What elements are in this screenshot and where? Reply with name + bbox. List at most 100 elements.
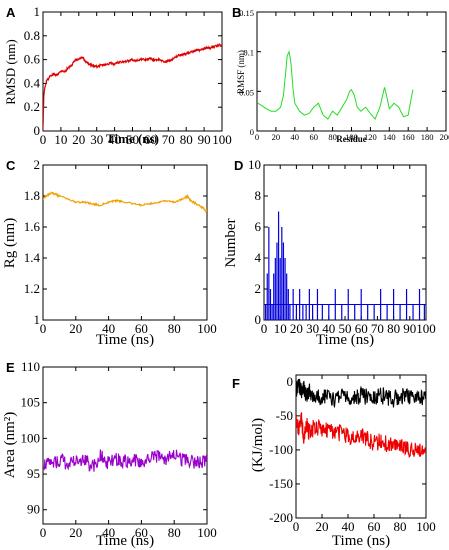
y-tick-label: 1.6 — [24, 219, 41, 234]
y-axis-title: RMSF (nm) — [236, 50, 246, 94]
y-axis-title: Area (nm²) — [2, 412, 18, 479]
x-tick-label: 80 — [328, 132, 337, 142]
x-tick-label: 100 — [416, 321, 436, 336]
panel-a: 0 10 20 30 40 50 60 70 80 90 100 0 0.2 0.4 0.6 0.8 1 Time… — [3, 4, 232, 147]
series-line-0 — [296, 378, 426, 409]
x-tick-label: 70 — [162, 132, 175, 147]
x-tick-label: 100 — [416, 519, 436, 534]
series-line-0 — [43, 191, 207, 214]
x-tick-label: 140 — [383, 132, 396, 142]
x-tick-label: 60 — [368, 519, 381, 534]
x-tick-label: 20 — [72, 132, 85, 147]
y-tick-label: 2 — [255, 281, 262, 296]
x-tick-label: 0 — [261, 321, 268, 336]
series-line-0 — [43, 43, 222, 131]
x-tick-label: 10 — [54, 132, 67, 147]
x-tick-label: 30 — [306, 321, 319, 336]
x-tick-label: 80 — [180, 132, 193, 147]
x-tick-label: 90 — [403, 321, 416, 336]
y-tick-label: 6 — [255, 219, 262, 234]
x-tick-label: 10 — [274, 321, 287, 336]
x-tick-label: 30 — [90, 132, 103, 147]
x-tick-label: 80 — [387, 321, 400, 336]
y-tick-label: 0 — [287, 374, 294, 389]
x-tick-label: 100 — [197, 321, 217, 336]
x-tick-label: 0 — [40, 321, 47, 336]
x-tick-label: 40 — [102, 321, 115, 336]
y-axis-title: RMSD (nm) — [3, 39, 18, 104]
y-tick-label: -50 — [276, 408, 293, 423]
y-tick-label: 0.2 — [24, 99, 40, 114]
x-tick-label: 100 — [212, 132, 232, 147]
x-axis-title: Residue — [336, 134, 367, 144]
y-tick-label: 0.4 — [24, 75, 41, 90]
x-tick-label: 100 — [197, 525, 217, 540]
y-tick-label: 1 — [34, 4, 41, 19]
x-tick-label: 80 — [394, 519, 407, 534]
y-tick-label: -150 — [269, 476, 293, 491]
y-tick-label: 0.1 — [243, 48, 254, 58]
y-tick-label: 0 — [34, 123, 41, 138]
y-tick-label: 95 — [27, 466, 40, 481]
series-line-0 — [257, 50, 414, 121]
x-tick-label: 80 — [168, 321, 181, 336]
plot-frame — [42, 366, 208, 525]
x-tick-label: 20 — [272, 132, 281, 142]
y-tick-label: 4 — [255, 250, 262, 265]
plot-frame — [295, 374, 427, 519]
x-tick-label: 90 — [198, 132, 211, 147]
x-tick-label: 40 — [108, 132, 121, 147]
plot-frame — [42, 164, 208, 321]
y-tick-label: -200 — [269, 510, 293, 525]
y-tick-label: 10 — [248, 157, 261, 172]
panel-label: D — [234, 158, 243, 173]
x-tick-label: 0 — [293, 519, 300, 534]
y-tick-label: 0 — [250, 127, 254, 137]
x-tick-label: 60 — [135, 321, 148, 336]
x-tick-label: 40 — [291, 132, 300, 142]
plot-frame — [42, 11, 223, 132]
y-tick-label: 0 — [255, 312, 262, 327]
panel-label: F — [232, 376, 240, 391]
x-tick-label: 50 — [339, 321, 352, 336]
x-tick-label: 40 — [322, 321, 335, 336]
panel-label: A — [6, 5, 16, 20]
series-line-0 — [43, 449, 207, 472]
series-line-1 — [296, 412, 426, 458]
y-tick-label: 0.6 — [24, 52, 41, 67]
y-axis-title: Number — [223, 218, 239, 267]
panel-c: 0 20 40 60 80 100 1 1.2 1.4 1.6 1.8 2 Time (ns) Rg (n… — [2, 157, 217, 348]
y-tick-label: 0.05 — [239, 87, 254, 97]
panel-label: B — [232, 5, 241, 20]
y-tick-label: 8 — [255, 188, 262, 203]
y-tick-label: 1.8 — [24, 188, 40, 203]
panel-b: 0 20 40 60 80 100 120 140 160 180 200 0 0.05 0.1 0.15 R… — [232, 5, 449, 144]
y-tick-label: 1.2 — [24, 281, 40, 296]
y-tick-label: 0.15 — [239, 8, 254, 18]
x-tick-label: 40 — [342, 519, 355, 534]
x-tick-label: 70 — [371, 321, 384, 336]
x-tick-label: 100 — [345, 132, 358, 142]
y-tick-label: 1.4 — [24, 250, 41, 265]
x-tick-label: 60 — [135, 525, 148, 540]
x-axis-title: Time (ns) — [96, 332, 154, 348]
x-tick-label: 60 — [355, 321, 368, 336]
y-tick-label: 110 — [21, 359, 40, 374]
y-tick-label: 0.8 — [24, 28, 40, 43]
y-tick-label: 100 — [21, 430, 41, 445]
x-tick-label: 20 — [290, 321, 303, 336]
x-tick-label: 0 — [40, 132, 47, 147]
x-axis-title: Time (ns) — [96, 533, 154, 549]
y-axis-title: (KJ/mol) — [250, 418, 266, 472]
x-tick-label: 80 — [168, 525, 181, 540]
x-tick-label: 60 — [309, 132, 318, 142]
y-tick-label: 90 — [27, 502, 40, 517]
x-axis-title: Time (ns) — [316, 332, 374, 348]
y-tick-label: 1 — [34, 312, 41, 327]
x-tick-label: 20 — [316, 519, 329, 534]
x-tick-label: 20 — [69, 525, 82, 540]
x-tick-label: 60 — [144, 132, 157, 147]
x-tick-label: 0 — [40, 525, 47, 540]
x-tick-label: 20 — [69, 321, 82, 336]
